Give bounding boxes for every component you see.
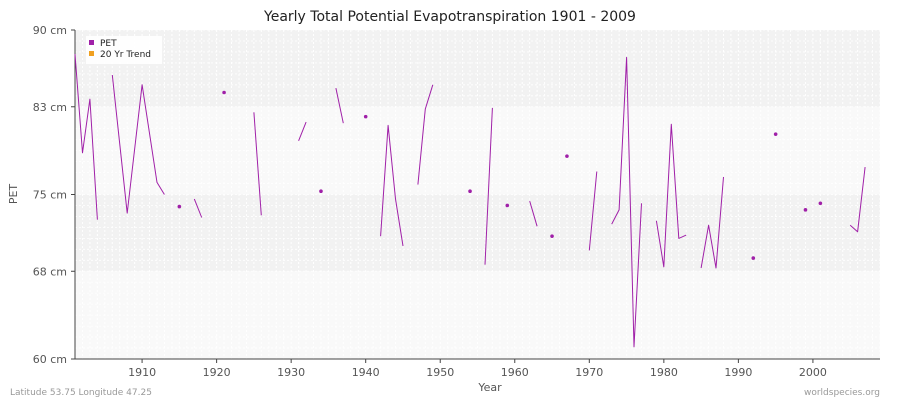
pet-line-segment <box>298 121 307 141</box>
pet-line-segment <box>849 167 866 233</box>
x-tick-label: 1930 <box>277 366 305 379</box>
pet-line-segment <box>111 74 165 214</box>
y-tick-label: 90 cm <box>33 24 67 37</box>
pet-line-segment <box>335 87 344 124</box>
pet-line-segment <box>417 84 434 185</box>
pet-point <box>550 234 554 238</box>
y-tick-label: 60 cm <box>33 353 67 366</box>
footer-source: worldspecies.org <box>804 388 880 398</box>
pet-line-segment <box>529 200 538 227</box>
footer-location: Latitude 53.75 Longitude 47.25 <box>10 388 152 398</box>
pet-point <box>565 154 569 158</box>
x-tick-labels: 1910 1920 1930 1940 1950 1960 1970 1980 1990 2000 <box>128 359 827 379</box>
pet-line-segment <box>484 107 493 265</box>
pet-line-segment <box>655 123 687 268</box>
y-tick-label: 75 cm <box>33 189 67 202</box>
pet-point <box>319 189 323 194</box>
pet-point <box>505 203 510 208</box>
x-tick-label: 1980 <box>650 366 678 379</box>
pet-point <box>803 208 808 212</box>
y-tick-label: 68 cm <box>33 265 67 278</box>
legend-swatch-pet <box>89 40 94 45</box>
pet-point <box>177 204 182 209</box>
x-tick-label: 1910 <box>128 366 156 379</box>
x-tick-label: 2000 <box>799 366 827 379</box>
legend: PET 20 Yr Trend <box>86 36 162 64</box>
legend-label-pet: PET <box>100 39 117 49</box>
x-tick-label: 1990 <box>724 366 752 379</box>
x-tick-label: 1920 <box>203 366 231 379</box>
legend-label-trend: 20 Yr Trend <box>100 50 151 60</box>
legend-swatch-trend <box>89 51 94 56</box>
pet-line-segment <box>74 54 98 220</box>
pet-line-segment <box>380 124 404 247</box>
pet-point <box>773 132 778 136</box>
pet-point <box>222 90 226 95</box>
y-tick-label: 83 cm <box>33 101 67 114</box>
grid-lines <box>74 29 881 360</box>
pet-line-segment <box>193 198 203 218</box>
pet-point <box>468 189 472 194</box>
y-tick-labels: 60 cm 68 cm 75 cm 83 cm 90 cm <box>33 24 75 366</box>
x-tick-label: 1950 <box>426 366 454 379</box>
pet-point <box>751 256 756 260</box>
pet-point <box>818 201 823 206</box>
legend-box <box>86 36 162 64</box>
pet-series <box>74 54 866 348</box>
pet-line-segment <box>253 112 262 216</box>
x-axis-label: Year <box>477 381 502 394</box>
pet-point <box>363 114 368 119</box>
pet-line-segment <box>611 56 642 348</box>
y-axis-label: PET <box>7 184 20 205</box>
x-tick-label: 1960 <box>501 366 529 379</box>
pet-line-segment <box>700 176 724 269</box>
x-tick-label: 1970 <box>575 366 603 379</box>
x-tick-label: 1940 <box>352 366 380 379</box>
chart-title: Yearly Total Potential Evapotranspiratio… <box>263 9 636 25</box>
pet-line-segment <box>588 171 598 251</box>
